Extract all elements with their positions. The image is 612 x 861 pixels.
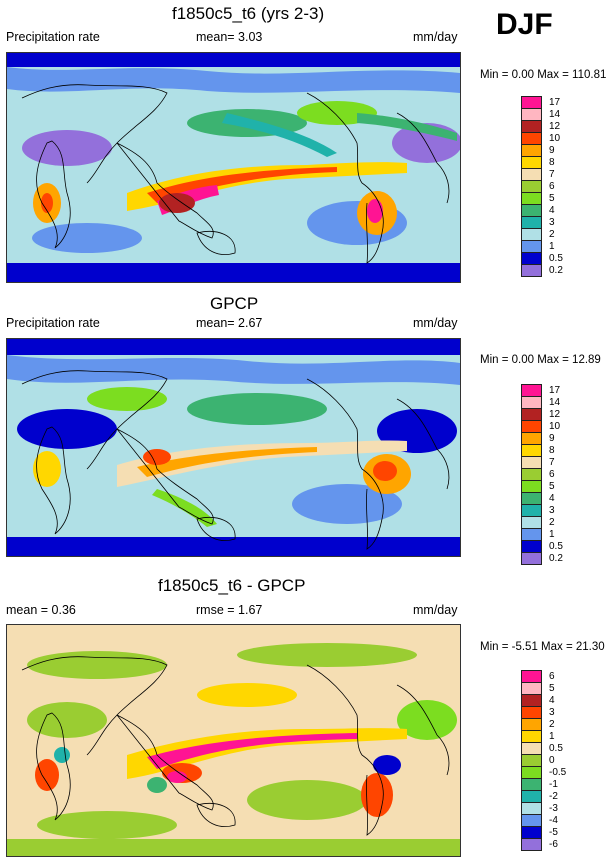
panel-3-units: mm/day (413, 603, 458, 617)
panel-3-rmse: rmse = 1.67 (196, 603, 263, 617)
colorbar-label: 0.2 (549, 553, 563, 564)
colorbar-label: -3 (549, 803, 558, 814)
colorbar-label: 7 (549, 169, 555, 180)
colorbar-label: 9 (549, 145, 555, 156)
panel-2-mean: mean= 2.67 (196, 316, 263, 330)
panel-1-title: f1850c5_t6 (yrs 2-3) (172, 4, 325, 23)
colorbar-label: 0 (549, 755, 555, 766)
colorbar-label: 5 (549, 481, 555, 492)
panel-2-map (6, 338, 461, 557)
panel-1-units: mm/day (413, 30, 458, 44)
colorbar-label: -6 (549, 839, 558, 850)
colorbar-label: -1 (549, 779, 558, 790)
panel-3-mean: mean = 0.36 (6, 603, 76, 617)
colorbar-label: 6 (549, 181, 555, 192)
colorbar-label: 3 (549, 707, 555, 718)
colorbar-label: 1 (549, 731, 555, 742)
colorbar-label: 8 (549, 445, 555, 456)
colorbar-label: 17 (549, 385, 561, 396)
colorbar-label: 4 (549, 493, 555, 504)
colorbar-label: -0.5 (549, 767, 567, 778)
colorbar-label: 0.5 (549, 743, 563, 754)
colorbar-label: 8 (549, 157, 555, 168)
panel-1-minmax: Min = 0.00 Max = 110.81 (480, 69, 607, 81)
panel-3-title: f1850c5_t6 - GPCP (158, 576, 306, 595)
panel-1-field-label: Precipitation rate (6, 30, 100, 44)
colorbar-label: -5 (549, 827, 558, 838)
colorbar-label: 6 (549, 469, 555, 480)
colorbar-label: 14 (549, 109, 561, 120)
colorbar-label: 0.5 (549, 541, 563, 552)
panel-2-minmax: Min = 0.00 Max = 12.89 (480, 354, 601, 366)
colorbar-label: -4 (549, 815, 558, 826)
colorbar-label: 2 (549, 229, 555, 240)
colorbar-label: 2 (549, 719, 555, 730)
colorbar-label: 0.5 (549, 253, 563, 264)
colorbar-label: 9 (549, 433, 555, 444)
colorbar-label: 12 (549, 121, 561, 132)
panel-2-title: GPCP (210, 294, 259, 313)
panel-3-minmax: Min = -5.51 Max = 21.30 (480, 641, 605, 653)
colorbar-label: 0.2 (549, 265, 563, 276)
colorbar-label: 2 (549, 517, 555, 528)
panel-2-units: mm/day (413, 316, 458, 330)
colorbar-label: 6 (549, 671, 555, 682)
season-label: DJF (496, 8, 553, 41)
colorbar-label: 4 (549, 205, 555, 216)
colorbar-label: -2 (549, 791, 558, 802)
colorbar-label: 12 (549, 409, 561, 420)
colorbar-label: 3 (549, 505, 555, 516)
panel-2-field-label: Precipitation rate (6, 316, 100, 330)
colorbar-swatch (521, 838, 542, 851)
colorbar-label: 17 (549, 97, 561, 108)
panel-1-map (6, 52, 461, 283)
colorbar-label: 1 (549, 529, 555, 540)
colorbar-label: 7 (549, 457, 555, 468)
panel-3-map (6, 624, 461, 857)
panel-1-mean: mean= 3.03 (196, 30, 263, 44)
colorbar-swatch (521, 264, 542, 277)
colorbar-label: 10 (549, 133, 561, 144)
colorbar-label: 10 (549, 421, 561, 432)
colorbar-swatch (521, 552, 542, 565)
colorbar-label: 1 (549, 241, 555, 252)
colorbar-label: 4 (549, 695, 555, 706)
colorbar-label: 14 (549, 397, 561, 408)
colorbar-label: 3 (549, 217, 555, 228)
colorbar-label: 5 (549, 683, 555, 694)
colorbar-label: 5 (549, 193, 555, 204)
